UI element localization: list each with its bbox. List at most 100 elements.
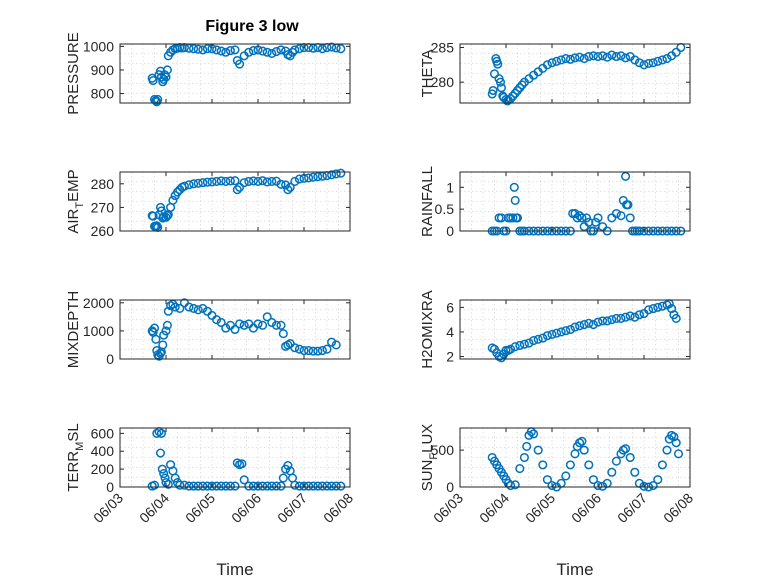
panel-4-data-point	[616, 211, 626, 221]
panel-6-data-point	[625, 311, 635, 321]
panel-2-data-point	[488, 85, 498, 96]
panel-2-data-point	[634, 58, 644, 68]
panel-8-data-point	[630, 467, 640, 477]
panel-3-data-point	[336, 168, 346, 178]
panel-4-data-point	[621, 171, 631, 181]
panel-3-data-point	[327, 170, 337, 180]
panel-3-data-point	[239, 178, 249, 188]
panel-1-data-point	[216, 46, 226, 56]
panel-7-data-point	[159, 469, 169, 479]
panel-6-data-point	[588, 320, 598, 330]
panel-2-data-point	[495, 77, 506, 87]
panel-6-ylabel: H2OMIXRA	[419, 290, 436, 368]
panel-8-data-point	[625, 452, 635, 463]
panel-7-xlabel: Time	[216, 560, 253, 579]
panel-5-data-point	[258, 320, 268, 330]
panel-1-ytick-label: 1000	[83, 38, 114, 54]
panel-1-data-point	[244, 47, 254, 57]
panel-3-data-point	[189, 179, 199, 189]
panel-1-data-point	[258, 46, 268, 56]
panel-6-data-point	[621, 312, 631, 322]
figure-title: Figure 3 low	[205, 18, 299, 35]
panel-3-data-point	[285, 182, 295, 192]
panel-2-data-point	[579, 54, 589, 64]
panel-7-data-point	[237, 459, 247, 469]
panel-1-data-point	[202, 44, 212, 54]
panel-7-data-point	[184, 481, 194, 491]
panel-6-data-point	[561, 326, 571, 336]
panel-3-data-point	[179, 181, 189, 191]
panel-2-data-point	[512, 85, 523, 96]
panel-5-data-point	[294, 344, 304, 354]
panel-5-data-point	[313, 346, 323, 356]
panel-3-ytick-label: 260	[91, 223, 115, 239]
panel-6-data-point	[547, 329, 557, 339]
panel-6-data-point	[524, 338, 534, 348]
panel-2-data-point	[575, 52, 585, 62]
panel-2-data-point	[648, 58, 658, 68]
panel-7-data-point	[248, 481, 258, 491]
panel-8-axes-box	[459, 427, 691, 488]
panel-2-data-point	[570, 53, 580, 63]
panel-3-data-point	[262, 177, 272, 187]
panel-4-data-point	[591, 217, 601, 227]
panel-4-axes-box	[459, 171, 691, 232]
panel-6-data-point	[570, 322, 580, 332]
panel-7-data-point	[278, 473, 288, 483]
panel-1-data-point	[230, 45, 240, 55]
panel-6-data-point	[542, 331, 552, 341]
panel-8-ytick-label: 500	[431, 442, 455, 458]
panel-5-data-point	[151, 334, 161, 344]
panel-3-data-point	[232, 185, 242, 195]
panel-2-ytick-label: 280	[431, 74, 455, 90]
panel-2-data-point	[593, 51, 603, 62]
panel-6-data-point	[644, 305, 654, 315]
panel-7-axes-box	[119, 427, 351, 488]
panel-7-xtick-label: 06/03	[90, 490, 126, 526]
panel-8-data-point	[533, 445, 543, 455]
panel-3-data-point	[172, 187, 183, 197]
panel-8-data-point	[529, 429, 539, 439]
panel-2-data-point	[493, 59, 503, 69]
panel-2-ytick-label: 285	[431, 39, 455, 55]
panel-8-data-point	[598, 481, 608, 491]
panel-5-ylabel: MIXDEPTH	[65, 291, 82, 369]
panel-5-data-point	[317, 346, 327, 356]
panel-8-data-point	[510, 480, 520, 490]
panel-3-data-point	[225, 176, 235, 186]
panel-7-data-point	[304, 481, 314, 491]
panel-1-data-point	[317, 44, 327, 54]
panel-6-data-point	[648, 304, 658, 314]
panel-7-data-point	[232, 458, 242, 468]
panel-6-data-point	[630, 312, 640, 322]
panel-6-data-point	[602, 316, 612, 326]
panel-8-ytick-label: 0	[446, 479, 454, 495]
panel-7-data-point	[327, 481, 337, 491]
panel-7-data-point	[157, 464, 167, 474]
panel-4-data-point	[611, 208, 621, 219]
panel-5-data-point	[253, 319, 263, 329]
panel-3-data-point	[162, 211, 172, 221]
panel-4-data-point	[512, 213, 523, 223]
panel-3-data-point	[193, 178, 203, 188]
panel-5-data-point	[331, 340, 341, 350]
panel-2-data-point	[657, 55, 667, 65]
panel-2-data-point	[616, 51, 626, 61]
panel-3-data-point	[276, 179, 286, 189]
panel-8-data-point	[506, 480, 516, 491]
panel-7-data-point	[322, 481, 332, 491]
panel-3-data-point	[168, 195, 178, 205]
panel-7-data-point	[258, 481, 268, 491]
panel-2-data-point	[588, 51, 598, 61]
panel-4-data-point	[508, 213, 518, 223]
panel-5-data-point	[230, 324, 240, 335]
panel-2-data-point	[552, 56, 562, 66]
panel-7-data-point	[193, 481, 203, 491]
panel-3-axes-box	[119, 171, 351, 232]
panel-4-ytick-label: 0.5	[435, 201, 455, 217]
panel-7-data-point	[189, 481, 199, 491]
panel-6-data-point	[552, 328, 562, 338]
panel-4-data-point	[625, 213, 635, 223]
panel-1-data-point	[148, 76, 158, 86]
panel-8-xtick-label: 06/07	[614, 490, 650, 526]
